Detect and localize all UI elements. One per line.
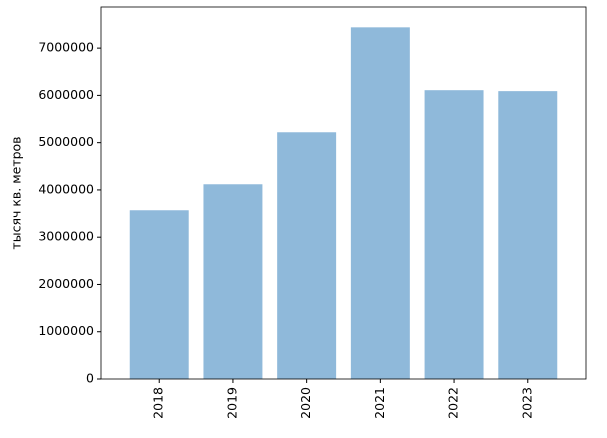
- x-tick-label: 2020: [298, 387, 313, 419]
- x-tick-label: 2019: [224, 387, 239, 419]
- bar: [277, 132, 337, 379]
- bar: [203, 184, 263, 379]
- y-tick-label: 0: [86, 371, 94, 386]
- y-tick-label: 1000000: [38, 323, 94, 338]
- y-tick-label: 6000000: [38, 87, 94, 102]
- y-tick-label: 3000000: [38, 229, 94, 244]
- y-tick-label: 5000000: [38, 134, 94, 149]
- y-tick-label: 2000000: [38, 276, 94, 291]
- bar: [498, 91, 558, 379]
- x-tick-label: 2022: [446, 387, 461, 419]
- x-tick-label: 2023: [519, 387, 534, 419]
- bar: [350, 27, 410, 379]
- y-tick-label: 4000000: [38, 181, 94, 196]
- y-axis-label: тысяч кв. метров: [9, 136, 24, 249]
- x-tick-label: 2021: [372, 387, 387, 419]
- plot-frame: [100, 6, 587, 380]
- bar: [129, 210, 189, 379]
- bar: [424, 90, 484, 379]
- y-tick-label: 7000000: [38, 40, 94, 55]
- x-tick-label: 2018: [151, 387, 166, 419]
